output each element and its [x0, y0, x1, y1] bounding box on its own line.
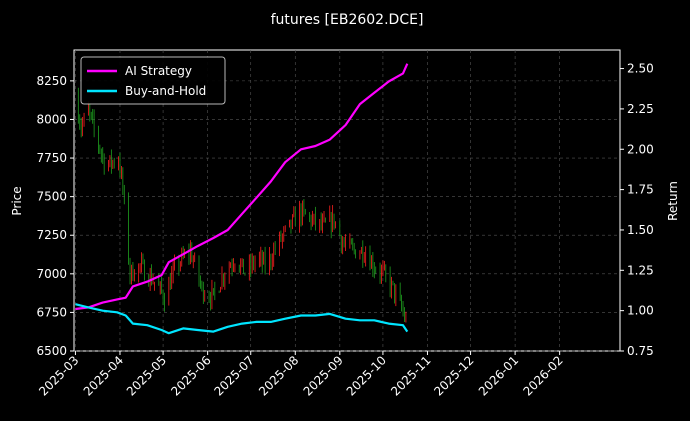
- series-line-buy-and-hold: [75, 303, 409, 335]
- y-tick-label-left: 6750: [36, 305, 67, 319]
- x-tick-label: 2025-08: [256, 353, 301, 398]
- series-line-ai-strategy: [75, 63, 409, 311]
- legend: AI Strategy Buy-and-Hold: [80, 56, 226, 105]
- x-tick-label: 2025-05: [124, 353, 169, 398]
- y-tick-label-left: 8250: [36, 74, 67, 88]
- x-tick-label: 2025-03: [36, 353, 81, 398]
- x-tick-label: 2025-12: [431, 353, 476, 398]
- y-tick-label-left: 7000: [36, 267, 67, 281]
- x-tick-label: 2025-04: [81, 353, 126, 398]
- x-tick-label: 2026-02: [520, 353, 565, 398]
- chart-title: futures [EB2602.DCE]: [271, 12, 424, 28]
- y-tick-label-left: 6500: [36, 344, 67, 358]
- y-tick-label-right: 2.25: [627, 102, 654, 116]
- x-tick-label: 2025-07: [211, 353, 256, 398]
- strategy-lines: [75, 63, 409, 335]
- y-tick-label-left: 7500: [36, 190, 67, 204]
- x-tick-label: 2025-06: [168, 353, 213, 398]
- x-tick-label: 2025-09: [301, 353, 346, 398]
- y-tick-label-left: 7250: [36, 228, 67, 242]
- y-tick-label-right: 2.50: [627, 62, 654, 76]
- y-tick-label-right: 1.25: [627, 263, 654, 277]
- y-tick-label-right: 1.75: [627, 183, 654, 197]
- y-tick-label-left: 7750: [36, 151, 67, 165]
- y-tick-label-right: 1.00: [627, 304, 654, 318]
- y-axis-label-left: Price: [10, 186, 24, 215]
- x-tick-label: 2025-11: [388, 353, 433, 398]
- x-tick-label: 2025-10: [344, 353, 389, 398]
- legend-label-bh: Buy-and-Hold: [125, 84, 206, 98]
- x-tick-label: 2026-01: [476, 353, 521, 398]
- y-tick-label-right: 0.75: [627, 344, 654, 358]
- y-tick-label-right: 1.50: [627, 223, 654, 237]
- y-tick-label-left: 8000: [36, 112, 67, 126]
- y-tick-label-right: 2.00: [627, 142, 654, 156]
- y-axis-label-right: Return: [666, 181, 680, 221]
- legend-label-ai: AI Strategy: [125, 64, 192, 78]
